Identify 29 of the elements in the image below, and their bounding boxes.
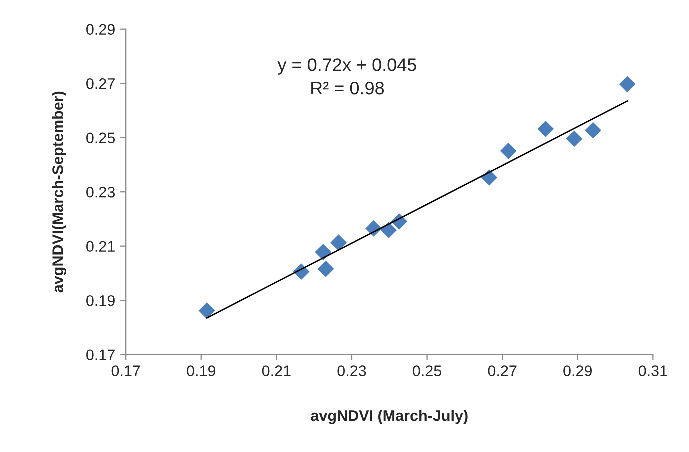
point — [481, 170, 498, 186]
y-tick-label: 0.19 — [86, 295, 115, 306]
y-tick-label: 0.27 — [86, 78, 115, 90]
point — [330, 234, 348, 252]
point — [585, 122, 602, 139]
x-axis-title: avgNDVI (March-July) — [311, 410, 468, 424]
y-tick-label: 0.17 — [86, 350, 115, 361]
x-tick-label: 0.17 — [112, 366, 140, 376]
y-axis-title: avgNDVI(March-September) — [52, 92, 66, 293]
point — [566, 130, 583, 148]
point — [380, 222, 398, 239]
x-tick-label: 0.25 — [413, 366, 442, 376]
y-tick-label: 0.21 — [86, 241, 115, 252]
point — [198, 302, 216, 320]
x-tick-label: 0.27 — [488, 366, 517, 376]
x-tick-label: 0.21 — [262, 366, 291, 376]
point — [619, 76, 636, 93]
x-tick-label: 0.29 — [564, 366, 592, 376]
point — [315, 244, 332, 261]
point — [538, 120, 554, 138]
x-tick-label: 0.31 — [638, 366, 668, 376]
x-tick-label: 0.19 — [187, 366, 216, 376]
point — [318, 260, 334, 278]
y-tick-label: 0.29 — [86, 24, 115, 36]
point — [500, 142, 517, 160]
y-tick-label: 0.25 — [86, 132, 116, 144]
x-tick-label: 0.23 — [338, 366, 366, 376]
annotation: y = 0.72x + 0.045 R² = 0.98 — [278, 58, 416, 95]
y-tick-label: 0.23 — [86, 186, 115, 198]
